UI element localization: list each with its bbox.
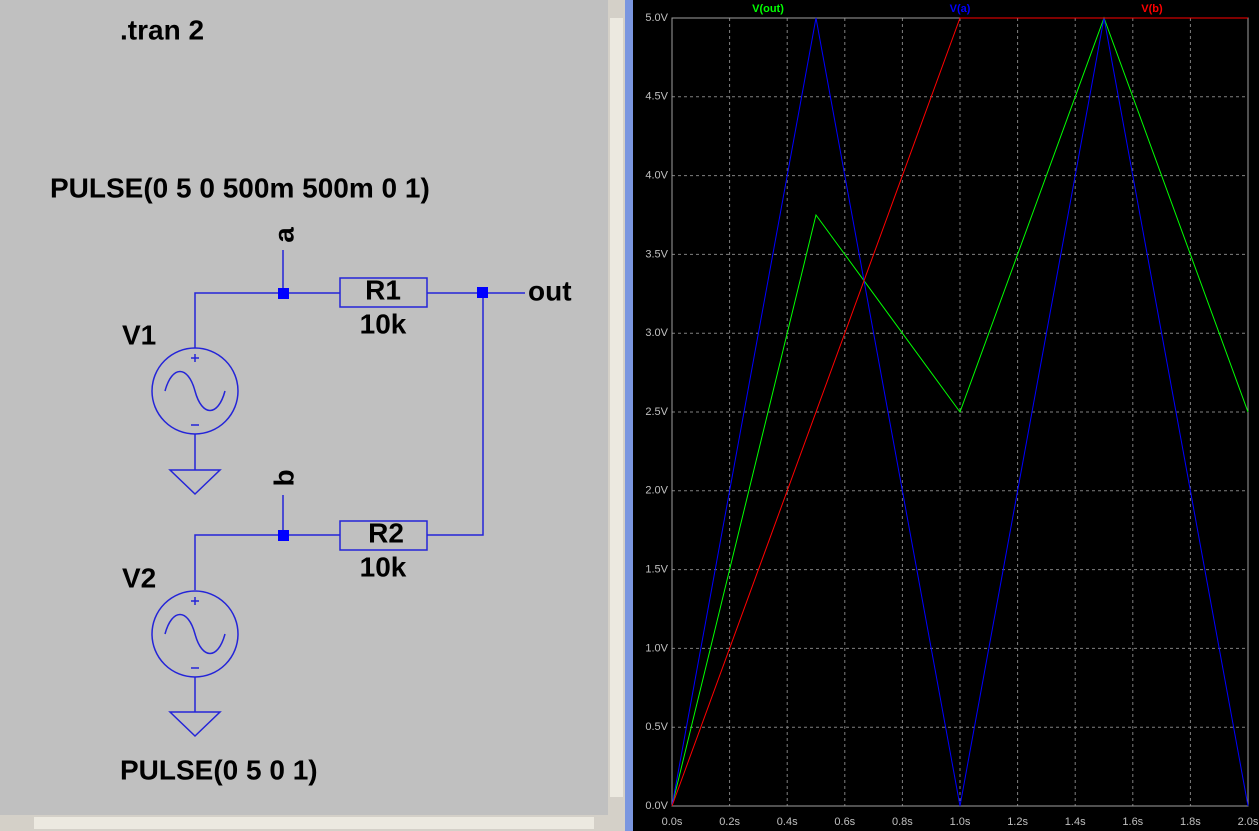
y-tick-label: 1.5V — [645, 564, 668, 576]
waveform-pane: 0.0V 0.5V 1.0V 1.5V 2.0V 2.5V 3.0V 3.5V 4.0V 4.5V… — [633, 0, 1259, 831]
component-name: V2 — [122, 562, 156, 593]
source-symbol — [164, 354, 226, 426]
net-label: out — [528, 275, 572, 306]
y-tick-label: 2.0V — [645, 485, 668, 497]
wires — [194, 250, 525, 712]
junction — [278, 288, 289, 299]
series-line — [671, 17, 1248, 807]
x-tick-label: 0.2s — [719, 816, 740, 828]
scrollbar-thumb[interactable] — [610, 18, 623, 797]
component-name: R2 — [368, 517, 404, 548]
x-tick-label: 0.0s — [662, 816, 683, 828]
resistor-r2 — [339, 520, 428, 551]
net-label: b — [268, 469, 299, 486]
x-tick-label: 1.2s — [1007, 816, 1028, 828]
pane-divider[interactable] — [625, 0, 633, 831]
component-value: 10k — [360, 308, 407, 339]
x-tick-label: 1.8s — [1180, 816, 1201, 828]
scrollbar-thumb[interactable] — [34, 817, 594, 829]
ground — [168, 711, 222, 738]
waveform-background — [633, 0, 1259, 831]
x-tick-label: 1.6s — [1122, 816, 1143, 828]
x-tick-label: 0.8s — [892, 816, 913, 828]
spice-directive: .tran 2 — [120, 14, 204, 45]
x-tick-label: 2.0s — [1238, 816, 1259, 828]
ground — [168, 469, 222, 496]
y-tick-label: 5.0V — [645, 12, 668, 24]
x-tick-label: 1.0s — [950, 816, 971, 828]
junction — [477, 287, 488, 298]
voltage-source-v2 — [151, 590, 239, 678]
series-line — [671, 17, 1249, 807]
schematic-pane: .tran 2 PULSE(0 5 0 500m 500m 0 1) V1 a … — [0, 0, 633, 831]
source-value: PULSE(0 5 0 1) — [120, 754, 318, 785]
source-value: PULSE(0 5 0 500m 500m 0 1) — [50, 172, 430, 203]
voltage-source-v1 — [151, 347, 239, 435]
component-value: 10k — [360, 551, 407, 582]
source-symbol — [164, 597, 226, 669]
y-tick-label: 4.5V — [645, 91, 668, 103]
y-tick-label: 1.0V — [645, 642, 668, 654]
component-name: V1 — [122, 319, 156, 350]
x-tick-label: 1.4s — [1065, 816, 1086, 828]
y-tick-label: 3.5V — [645, 248, 668, 260]
y-tick-label: 3.0V — [645, 327, 668, 339]
net-label: a — [268, 227, 299, 243]
x-tick-label: 0.6s — [834, 816, 855, 828]
legend-entry: V(a) — [950, 3, 971, 15]
component-name: R1 — [365, 274, 401, 305]
y-tick-label: 0.5V — [645, 721, 668, 733]
resistor-r1 — [339, 277, 428, 308]
y-tick-label: 4.0V — [645, 170, 668, 182]
legend-entry: V(b) — [1141, 3, 1163, 15]
legend-entry: V(out) — [752, 3, 784, 15]
schematic-background — [0, 0, 608, 815]
y-tick-label: 0.0V — [645, 800, 668, 812]
series-line — [671, 16, 1249, 807]
x-tick-label: 0.4s — [777, 816, 798, 828]
y-tick-label: 2.5V — [645, 406, 668, 418]
junction — [278, 530, 289, 541]
